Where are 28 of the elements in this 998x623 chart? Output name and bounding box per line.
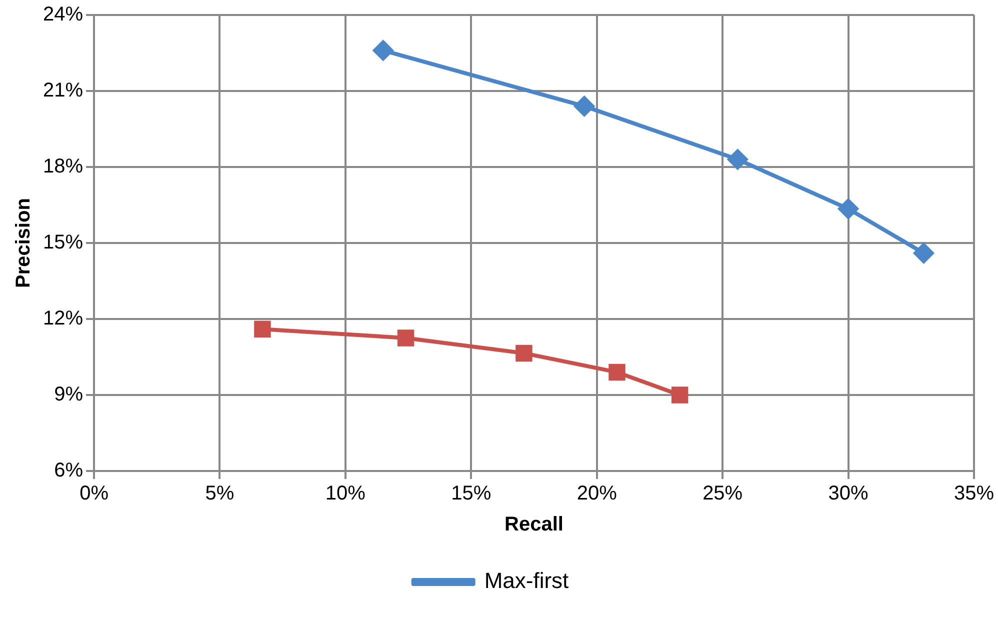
x-tick-label: 10% [325,482,366,505]
x-tick-label: 35% [954,482,994,505]
x-tick-label: 30% [828,482,869,505]
point [608,364,626,381]
y-tick-label: 21% [43,80,84,102]
y-tick-label: 18% [43,156,84,178]
point [254,320,271,338]
point [728,149,748,170]
point [373,40,394,60]
y-tick-label: 12% [43,308,84,330]
y-axis-title: Precision [12,198,35,288]
point [574,96,594,116]
x-tick-label: 15% [451,482,492,505]
point [914,243,934,264]
y-tick-label: 24% [43,4,84,26]
x-tick-label: 20% [576,482,618,505]
y-tick-label: 15% [43,232,84,254]
y-tick-label: 6% [54,460,84,482]
point [671,386,688,404]
x-tick-label: 0% [80,482,109,505]
y-tick-label: 9% [54,384,84,406]
legend-label: Max-first [484,568,569,594]
x-tick-label: 5% [205,482,234,505]
x-axis-title: Recall [504,514,564,536]
point [516,344,532,362]
point [838,198,858,219]
point [397,330,414,346]
x-tick-label: 25% [702,482,743,505]
